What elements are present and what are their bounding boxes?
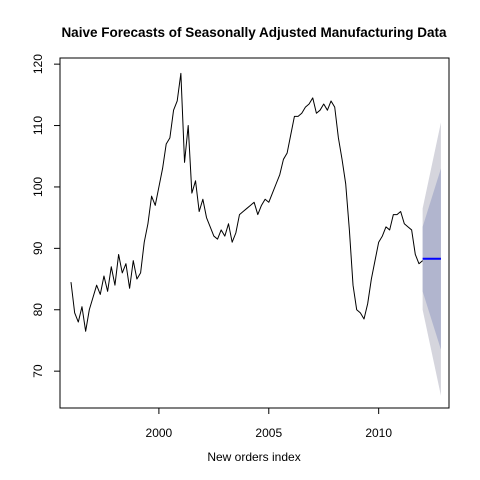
y-tick-label: 120 [31,54,45,74]
observed-series-line [70,72,423,332]
x-axis: 2000 2005 2010 [146,408,392,440]
y-tick-label: 70 [31,364,45,378]
x-tick-label: 2005 [255,426,282,440]
y-tick-label: 110 [31,116,45,135]
chart-title: Naive Forecasts of Seasonally Adjusted M… [61,25,447,40]
y-axis: 70 80 90 100 110 120 [31,54,60,378]
x-axis-label: New orders index [207,450,300,464]
y-tick-label: 90 [31,241,45,255]
y-tick-label: 100 [31,177,45,197]
plot-frame [59,57,450,409]
x-tick-label: 2000 [146,426,173,440]
y-tick-label: 80 [31,303,45,317]
plot-area [70,72,441,396]
x-tick-label: 2010 [365,426,392,440]
